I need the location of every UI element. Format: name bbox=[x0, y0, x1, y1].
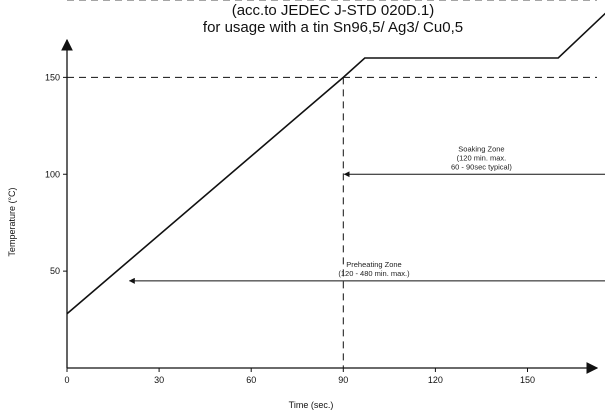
x-tick-label: 150 bbox=[520, 375, 535, 385]
chart-title: (acc.to JEDEC J-STD 020D.1) for usage wi… bbox=[203, 2, 463, 36]
zone-soaking-label: Soaking Zone bbox=[458, 144, 504, 153]
y-tick-label: 100 bbox=[45, 169, 60, 179]
x-tick-label: 120 bbox=[428, 375, 443, 385]
x-tick-label: 30 bbox=[154, 375, 164, 385]
x-tick-label: 60 bbox=[246, 375, 256, 385]
zone-soaking: Soaking Zone(120 min. max.60 - 90sec typ… bbox=[343, 144, 605, 178]
axis-ticks: 030609012015018021024027050100150200250 bbox=[45, 72, 535, 385]
y-axis-label: Temperature (°C) bbox=[7, 187, 17, 256]
y-tick-label: 150 bbox=[45, 72, 60, 82]
y-tick-label: 50 bbox=[50, 266, 60, 276]
axes bbox=[61, 38, 599, 374]
series-group bbox=[66, 12, 605, 315]
zone-preheating-label: Preheating Zone bbox=[346, 260, 401, 269]
zone-soaking-label: (120 min. max. bbox=[457, 153, 507, 162]
x-tick-label: 90 bbox=[338, 375, 348, 385]
series-line-temperature-profile bbox=[66, 12, 605, 315]
zone-preheating: Preheating Zone(120 - 480 min. max.) bbox=[128, 260, 605, 284]
x-tick-label: 0 bbox=[64, 375, 69, 385]
zone-annotations: Soaking Zone(120 min. max.60 - 90sec typ… bbox=[128, 144, 605, 284]
chart-title-line-2: for usage with a tin Sn96,5/ Ag3/ Cu0,5 bbox=[203, 19, 463, 36]
reference-lines bbox=[67, 0, 597, 368]
chart-title-line-1: (acc.to JEDEC J-STD 020D.1) bbox=[232, 2, 435, 19]
zone-preheating-label: (120 - 480 min. max.) bbox=[338, 269, 410, 278]
zone-soaking-label: 60 - 90sec typical) bbox=[451, 162, 512, 171]
x-axis-label: Time (sec.) bbox=[289, 400, 334, 410]
